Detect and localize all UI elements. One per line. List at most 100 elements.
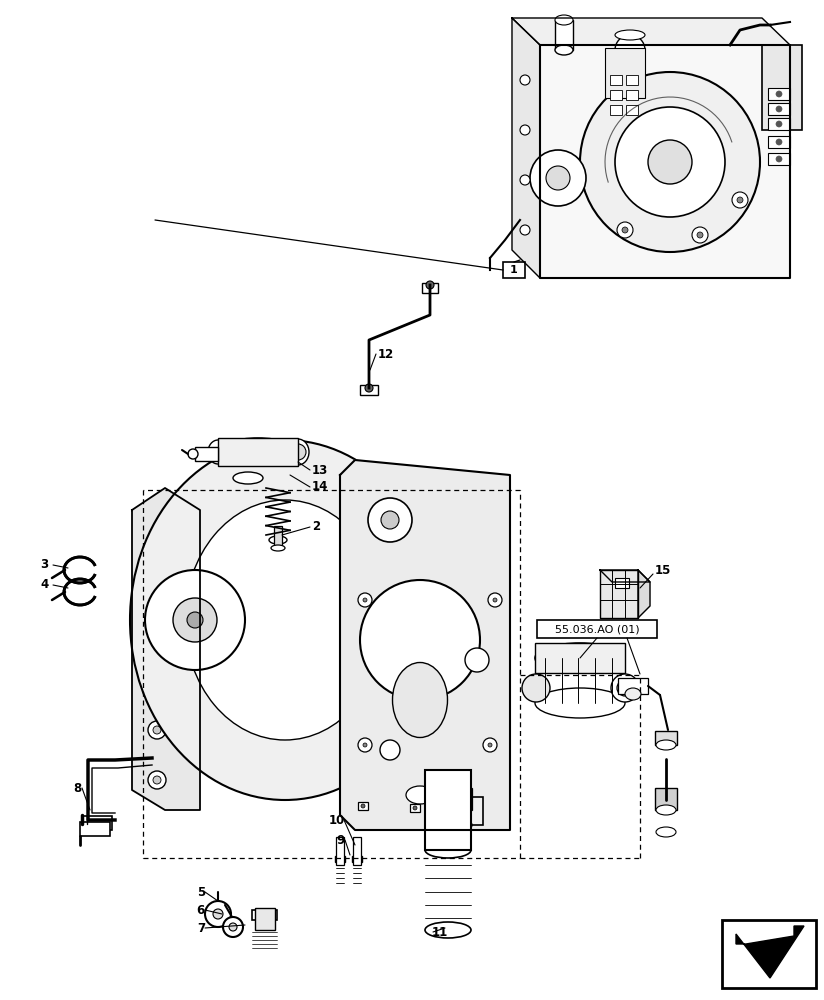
Circle shape [358, 738, 372, 752]
Ellipse shape [271, 545, 285, 551]
Circle shape [187, 612, 203, 628]
Circle shape [358, 593, 372, 607]
Bar [655, 788, 677, 810]
Ellipse shape [440, 795, 454, 805]
Ellipse shape [425, 842, 471, 858]
Bar [195, 447, 218, 461]
Circle shape [363, 598, 367, 602]
Circle shape [697, 232, 703, 238]
Circle shape [483, 738, 497, 752]
Circle shape [465, 648, 489, 672]
Text: 14: 14 [312, 481, 329, 493]
Circle shape [776, 156, 782, 162]
Circle shape [615, 35, 645, 65]
Text: 55.036.AO (01): 55.036.AO (01) [555, 624, 639, 634]
Ellipse shape [555, 45, 573, 55]
Ellipse shape [392, 662, 447, 738]
Polygon shape [132, 488, 200, 810]
Polygon shape [340, 460, 510, 830]
Bar [80, 822, 110, 836]
Bar [768, 88, 790, 100]
Bar [615, 578, 629, 588]
Circle shape [776, 106, 782, 112]
Polygon shape [638, 570, 650, 618]
Ellipse shape [130, 440, 440, 800]
Polygon shape [512, 18, 790, 45]
Ellipse shape [625, 688, 641, 700]
Circle shape [205, 901, 231, 927]
Ellipse shape [615, 30, 645, 40]
Circle shape [617, 222, 633, 238]
Text: 4: 4 [40, 578, 49, 591]
Circle shape [360, 580, 480, 700]
Text: 3: 3 [40, 558, 48, 572]
Circle shape [615, 107, 725, 217]
Circle shape [776, 139, 782, 145]
Bar [768, 153, 790, 165]
Circle shape [580, 72, 760, 252]
Bar [255, 908, 275, 930]
Circle shape [488, 743, 492, 747]
Circle shape [413, 806, 417, 810]
Ellipse shape [656, 827, 676, 837]
Circle shape [223, 917, 243, 937]
Circle shape [520, 125, 530, 135]
Bar [440, 788, 454, 810]
Ellipse shape [522, 674, 550, 702]
Ellipse shape [269, 536, 287, 544]
Bar [722, 920, 816, 988]
Circle shape [148, 661, 166, 679]
Bar [82, 816, 112, 830]
Circle shape [381, 511, 399, 529]
Ellipse shape [535, 643, 625, 673]
Ellipse shape [555, 15, 573, 25]
Circle shape [488, 593, 502, 607]
Circle shape [213, 909, 223, 919]
Bar [555, 20, 573, 50]
Bar [618, 678, 648, 694]
Ellipse shape [208, 440, 228, 464]
Circle shape [153, 776, 161, 784]
Text: 13: 13 [312, 464, 328, 477]
Bar [360, 385, 378, 395]
Circle shape [368, 498, 412, 542]
Circle shape [530, 150, 586, 206]
Circle shape [361, 804, 365, 808]
Circle shape [427, 777, 443, 793]
Bar [610, 75, 622, 85]
Bar [535, 643, 625, 673]
Bar [610, 105, 622, 115]
Polygon shape [512, 18, 540, 278]
Circle shape [188, 449, 198, 459]
Polygon shape [736, 926, 804, 978]
Bar [274, 526, 282, 548]
Bar [352, 856, 362, 862]
Circle shape [153, 536, 161, 544]
Bar [252, 910, 277, 920]
Text: 9: 9 [337, 834, 345, 846]
Circle shape [648, 140, 692, 184]
Circle shape [776, 91, 782, 97]
Bar [336, 837, 344, 865]
Circle shape [363, 743, 367, 747]
Circle shape [290, 444, 306, 460]
Circle shape [776, 121, 782, 127]
Circle shape [153, 726, 161, 734]
Circle shape [617, 680, 633, 696]
Ellipse shape [425, 922, 471, 938]
Ellipse shape [458, 820, 472, 830]
Circle shape [622, 227, 628, 233]
Polygon shape [600, 570, 650, 582]
Bar [626, 75, 638, 85]
Ellipse shape [458, 795, 472, 805]
Bar [626, 90, 638, 100]
Circle shape [426, 281, 434, 289]
Text: 11: 11 [432, 926, 448, 938]
Polygon shape [540, 45, 790, 278]
Circle shape [92, 825, 102, 835]
Circle shape [365, 384, 373, 392]
Text: 8: 8 [74, 782, 82, 794]
Circle shape [520, 175, 530, 185]
Bar [537, 620, 657, 638]
Polygon shape [600, 570, 638, 618]
